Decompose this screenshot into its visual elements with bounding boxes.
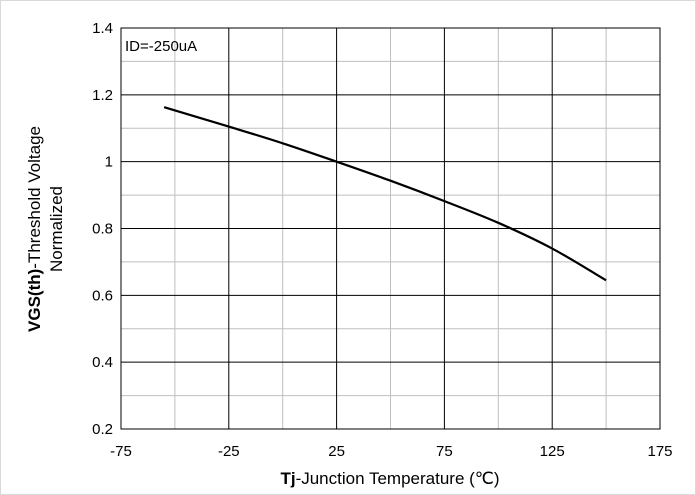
y-axis-title-line2: Normalized [47, 186, 66, 272]
series-layer [163, 106, 607, 282]
x-tick-label: -25 [218, 443, 240, 460]
x-tick-label: -75 [110, 443, 132, 460]
y-tick-label: 0.4 [92, 354, 113, 371]
x-tick-label: 125 [540, 443, 565, 460]
y-axis-title-line1: VGS(th)-Threshold Voltage [25, 126, 44, 332]
y-tick-label: 0.8 [92, 221, 113, 238]
condition-annotation: ID=-250uA [125, 38, 197, 55]
y-tick-labels: 0.2 0.4 0.6 0.8 1 1.2 1.4 [92, 20, 113, 438]
series-line [163, 106, 607, 282]
x-tick-labels: -75 -25 25 75 125 175 [110, 443, 672, 460]
y-tick-label: 1.4 [92, 20, 113, 37]
x-axis-title-bold: Tj [280, 469, 295, 488]
x-axis-title: Tj-Junction Temperature (℃) [280, 469, 499, 488]
y-tick-label: 0.6 [92, 287, 113, 304]
y-tick-label: 0.2 [92, 421, 113, 438]
y-axis-title-bold: VGS(th) [25, 269, 44, 332]
x-tick-label: 175 [647, 443, 672, 460]
y-axis-title-rest: -Threshold Voltage [25, 126, 44, 269]
major-gridlines [121, 28, 660, 429]
x-axis-title-rest: -Junction Temperature (℃) [296, 469, 500, 488]
y-tick-label: 1.2 [92, 87, 113, 104]
y-tick-label: 1 [105, 154, 113, 171]
x-tick-label: 75 [436, 443, 453, 460]
x-tick-label: 25 [328, 443, 345, 460]
plot-area-border [120, 27, 661, 430]
